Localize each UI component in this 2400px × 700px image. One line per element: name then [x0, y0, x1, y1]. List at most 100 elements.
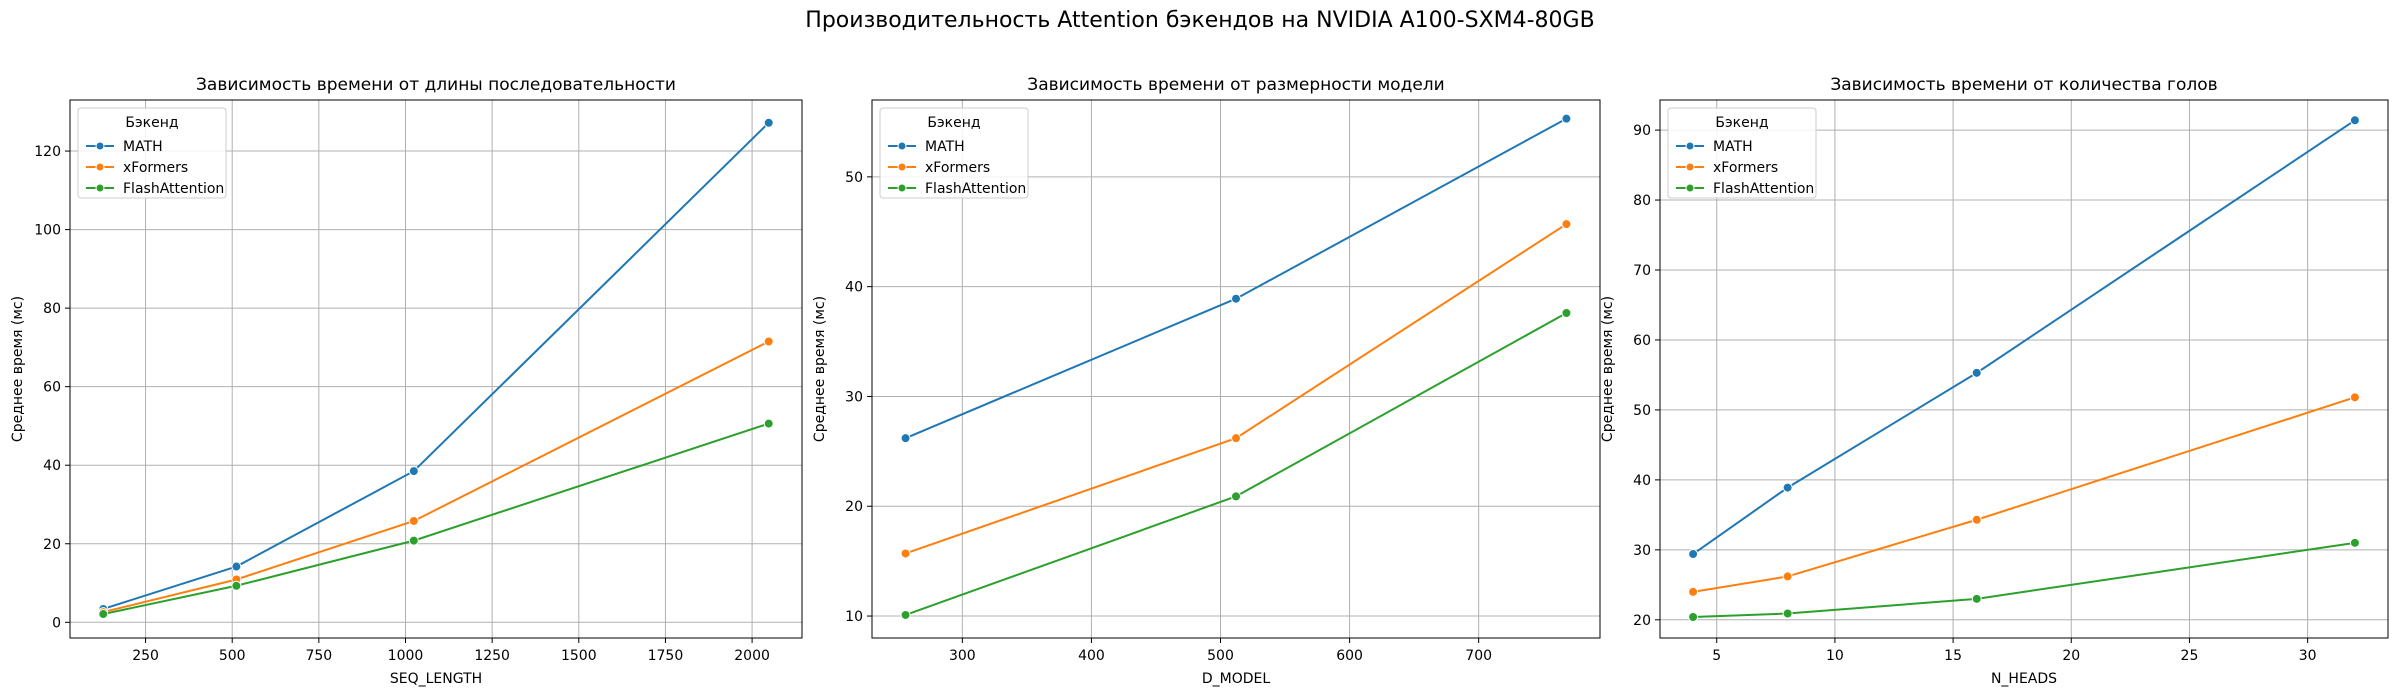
x-tick-label: 500: [1207, 648, 1234, 664]
x-axis-label: N_HEADS: [1991, 671, 2057, 687]
y-tick-label: 20: [845, 499, 863, 515]
x-tick-label: 1500: [561, 648, 597, 664]
y-tick-label: 50: [845, 170, 863, 186]
legend-marker: [95, 162, 105, 172]
legend-label: MATH: [925, 139, 965, 155]
x-tick-label: 15: [1944, 648, 1962, 664]
y-axis-label: Среднее время (мс): [1600, 296, 1616, 442]
legend-box: [1667, 107, 1817, 199]
data-point-MATH: [231, 561, 242, 572]
panel-title: Зависимость времени от количества голов: [1830, 75, 2217, 95]
legend-title: Бэкенд: [125, 115, 178, 131]
legend-marker: [95, 183, 105, 193]
legend-marker: [897, 141, 907, 151]
x-tick-label: 250: [132, 648, 159, 664]
series-line-xFormers: [1692, 396, 2356, 593]
data-point-xFormers: [408, 515, 419, 526]
y-tick-label: 40: [845, 280, 863, 296]
y-tick-label: 10: [845, 609, 863, 625]
data-point-MATH: [1231, 293, 1241, 304]
y-tick-label: 60: [43, 380, 61, 396]
y-tick-label: 30: [1633, 543, 1651, 559]
series-line-xFormers: [905, 223, 1567, 555]
data-point-xFormers: [900, 548, 911, 559]
legend-marker: [1685, 141, 1695, 151]
x-tick-label: 750: [305, 648, 332, 664]
legend-title: Бэкенд: [927, 115, 980, 131]
legend-marker: [95, 141, 105, 151]
data-point-FlashAttention: [408, 535, 419, 546]
x-tick-label: 600: [1336, 648, 1363, 664]
series-line-MATH: [1692, 119, 2356, 555]
data-point-MATH: [1688, 549, 1699, 560]
data-point-MATH: [408, 466, 419, 477]
x-tick-label: 700: [1465, 648, 1492, 664]
x-tick-label: 300: [949, 648, 976, 664]
data-point-xFormers: [1231, 433, 1241, 444]
series-line-xFormers: [103, 340, 770, 614]
x-tick-label: 1000: [388, 648, 424, 664]
y-tick-label: 100: [34, 223, 61, 239]
x-tick-label: 1750: [648, 648, 684, 664]
data-point-FlashAttention: [1688, 612, 1699, 623]
legend-label: xFormers: [925, 160, 990, 176]
legend-marker: [1685, 162, 1695, 172]
y-tick-label: 20: [43, 537, 61, 553]
x-tick-label: 5: [1712, 648, 1721, 664]
legend-marker: [1685, 183, 1695, 193]
legend-label: FlashAttention: [123, 181, 224, 197]
data-point-MATH: [763, 117, 774, 128]
data-point-FlashAttention: [1561, 308, 1572, 319]
data-point-xFormers: [1782, 571, 1793, 582]
legend-box: [77, 107, 227, 199]
y-tick-label: 80: [1633, 193, 1651, 209]
y-tick-label: 90: [1633, 123, 1651, 139]
x-tick-label: 500: [219, 648, 246, 664]
y-tick-label: 40: [1633, 473, 1651, 489]
data-point-xFormers: [1688, 586, 1699, 597]
legend-box: [879, 107, 1029, 199]
panel-title: Зависимость времени от длины последовате…: [196, 75, 676, 95]
figure-title: Производительность Attention бэкендов на…: [805, 8, 1595, 33]
legend-label: MATH: [123, 139, 163, 155]
data-point-xFormers: [1971, 514, 1982, 525]
data-point-xFormers: [2349, 392, 2360, 403]
y-tick-label: 80: [43, 301, 61, 317]
legend-marker: [897, 183, 907, 193]
legend-label: xFormers: [1713, 160, 1778, 176]
data-point-FlashAttention: [1782, 608, 1793, 619]
panel-title: Зависимость времени от размерности модел…: [1027, 75, 1444, 95]
chart-panel-2: 300 400 500 600 700 10 20 30 40 50 Зависимость вре…: [812, 75, 1601, 687]
data-point-MATH: [2349, 115, 2360, 126]
x-tick-label: 2000: [734, 648, 770, 664]
series-line-FlashAttention: [1693, 541, 2356, 619]
x-axis-label: SEQ_LENGTH: [390, 671, 482, 687]
data-point-FlashAttention: [1971, 593, 1982, 604]
x-axis-label: D_MODEL: [1202, 671, 1271, 687]
plot-frame: [1659, 99, 2389, 639]
legend-label: xFormers: [123, 160, 188, 176]
legend-label: FlashAttention: [925, 181, 1026, 197]
x-tick-label: 25: [2181, 648, 2199, 664]
y-tick-label: 50: [1633, 403, 1651, 419]
series-line-MATH: [102, 122, 770, 610]
x-tick-label: 400: [1078, 648, 1105, 664]
data-point-FlashAttention: [900, 609, 911, 620]
data-point-FlashAttention: [1231, 491, 1241, 502]
chart-panel-1: 250 500 750 1000 1250 1500 1750 2000 0 20 40 60 80 10…: [10, 75, 803, 687]
data-point-MATH: [1782, 482, 1793, 493]
data-point-FlashAttention: [2349, 537, 2360, 548]
plot-frame: [69, 99, 803, 639]
series-line-FlashAttention: [905, 312, 1567, 616]
chart-panel-3: 5 10 15 20 25 30 20 30 40 50 60 70 80 90 Зависимость в…: [1600, 75, 2389, 687]
y-tick-label: 60: [1633, 333, 1651, 349]
legend-label: MATH: [1713, 139, 1753, 155]
data-point-FlashAttention: [231, 580, 242, 591]
plot-frame: [871, 99, 1601, 639]
data-point-xFormers: [763, 336, 774, 347]
x-tick-label: 20: [2062, 648, 2080, 664]
series-line-FlashAttention: [103, 422, 770, 616]
x-tick-label: 10: [1826, 648, 1844, 664]
legend-label: FlashAttention: [1713, 181, 1814, 197]
